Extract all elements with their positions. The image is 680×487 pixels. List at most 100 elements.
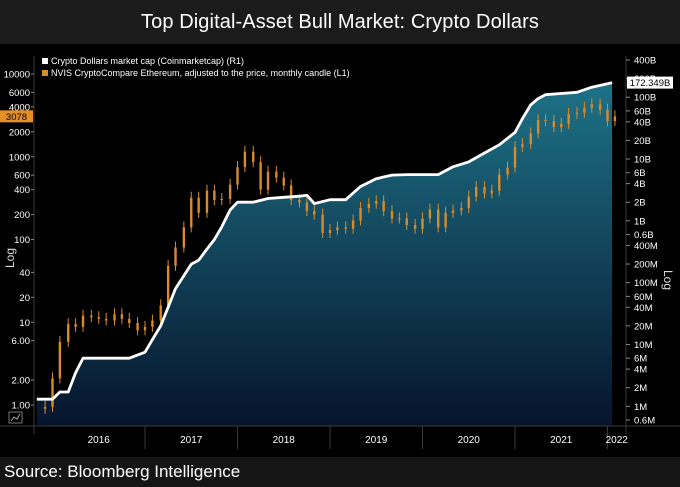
right-tick-label: 4B [634,179,646,190]
eth-candle [405,212,408,230]
x-tick-label: 2022 [606,435,629,446]
eth-candle-body [567,113,570,124]
legend-label: Crypto Dollars market cap (Coinmarketcap… [51,56,244,66]
eth-candle-body [613,116,617,122]
eth-candle [536,114,540,139]
eth-candle [205,184,209,218]
right-tick-label: 10B [634,155,651,166]
eth-candle-body [58,341,62,379]
eth-candle [421,212,424,234]
right-tick-label: 0.6M [634,416,655,427]
eth-candle [328,224,332,238]
eth-candle-body [382,201,385,212]
left-tick-label: 2.00 [12,376,31,387]
eth-candle [575,106,579,119]
eth-candle-body [444,212,447,228]
right-tick-label: 0.6B [634,230,654,241]
eth-candle [58,335,62,384]
eth-candle-body [151,320,154,327]
left-tick-label: 10 [19,318,30,329]
eth-candle-body [590,104,593,108]
eth-candle [513,141,517,173]
eth-candle [560,117,563,133]
left-tick-label: 400 [14,185,30,196]
right-tick-label: 200M [634,260,658,271]
eth-candle-body [136,322,139,331]
x-tick-label: 2016 [88,435,111,446]
market-cap-line [36,81,613,401]
right-tick-label: 40M [634,303,653,314]
left-tick-label: 600 [14,171,30,182]
title-bar: Top Digital-Asset Bull Market: Crypto Do… [0,0,680,44]
eth-current-value: 3078 [6,112,27,123]
left-tick-label: 200 [14,210,30,221]
eth-candle [259,156,262,195]
eth-candle-body [474,187,478,197]
eth-candle-body [81,315,85,327]
eth-candle-body [166,265,170,306]
eth-candle-body [560,123,563,128]
eth-candle-body [174,247,177,266]
eth-candle [460,202,463,216]
eth-candle [483,181,486,199]
eth-candle [151,314,154,332]
eth-candle-body [236,167,239,185]
eth-candle [43,400,47,414]
eth-candle-body [104,318,108,321]
eth-candle-body [213,190,216,201]
eth-candle-body [97,317,100,319]
left-tick-label: 2000 [9,127,30,138]
eth-candle [104,312,108,326]
eth-candle [359,202,362,226]
eth-candle-body [413,224,417,229]
eth-candle [174,241,177,271]
eth-candle-body [405,218,408,225]
eth-candle-body [243,151,247,168]
eth-candle-body [74,324,77,327]
eth-candle-body [282,177,285,186]
eth-candle-body [351,220,355,229]
right-tick-label: 10M [634,340,653,351]
eth-candle [590,98,593,113]
eth-candle [159,299,162,326]
right-tick-label: 40B [634,117,651,128]
right-tick-label: 60M [634,292,653,303]
marketcap-current-value: 172.349B [630,78,671,89]
left-tick-label: 40 [19,268,30,279]
eth-candle-body [521,144,524,148]
eth-candle [382,195,385,217]
right-tick-label: 6M [634,354,647,365]
eth-candle [598,98,602,115]
legend-swatch [42,58,48,64]
eth-candle-body [120,314,124,319]
eth-candle-body [490,190,494,194]
eth-candle [97,311,100,324]
x-tick-label: 2018 [273,435,296,446]
eth-candle [375,195,378,209]
eth-candle-body [390,211,394,219]
x-tick-label: 2021 [550,435,573,446]
eth-candle-body [51,378,54,407]
eth-candle-body [375,201,378,204]
eth-candle [51,372,54,412]
x-tick-label: 2019 [365,435,388,446]
eth-candle-body [182,227,186,248]
eth-candle [128,312,131,328]
eth-candle [81,309,85,332]
left-tick-label: 1000 [9,152,30,163]
eth-candle-body [252,151,255,163]
eth-candle [289,179,293,206]
eth-candle [428,203,432,224]
eth-candle [606,103,609,127]
right-tick-label: 20M [634,321,653,332]
eth-candle-body [536,120,540,134]
eth-candle-body [506,167,509,175]
eth-candle [236,161,239,190]
x-tick-label: 2017 [180,435,203,446]
eth-candle-body [305,202,309,212]
eth-candle [529,127,532,150]
footer: Source: Bloomberg Intelligence [0,457,680,487]
eth-candle [351,214,355,234]
eth-candle [437,203,440,233]
eth-candle-body [128,318,131,323]
